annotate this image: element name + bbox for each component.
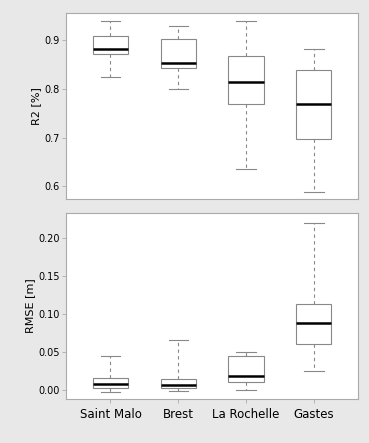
- Bar: [296, 304, 331, 344]
- Y-axis label: R2 [%]: R2 [%]: [31, 87, 41, 125]
- Bar: [228, 356, 264, 382]
- Bar: [228, 56, 264, 105]
- Bar: [161, 379, 196, 388]
- Bar: [161, 39, 196, 68]
- Bar: [93, 36, 128, 54]
- Y-axis label: RMSE [m]: RMSE [m]: [25, 279, 35, 334]
- Bar: [93, 378, 128, 388]
- Bar: [296, 70, 331, 139]
